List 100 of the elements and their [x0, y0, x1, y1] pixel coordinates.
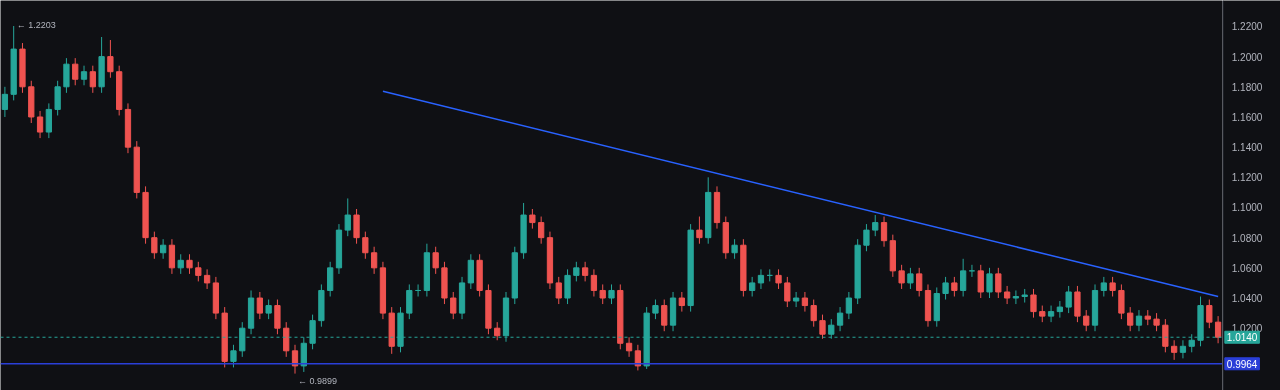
candlestick [1083, 309, 1090, 332]
candlestick [1118, 283, 1125, 320]
candlestick [1214, 315, 1222, 344]
y-tick-label: 1.1400 [1231, 142, 1263, 154]
candlestick [573, 261, 580, 282]
candlestick [63, 57, 70, 94]
candlestick [467, 253, 474, 290]
candlestick [757, 268, 765, 290]
y-tick-label: 1.2000 [1231, 51, 1263, 63]
annotation: ← 0.9899 [298, 375, 338, 386]
y-tick-label: 1.0400 [1231, 293, 1263, 305]
candlestick [986, 267, 993, 299]
candlestick [1162, 318, 1169, 353]
candlestick [1100, 276, 1107, 298]
y-tick-label: 1.0600 [1231, 262, 1263, 274]
candlestick [977, 264, 984, 299]
candlestick [599, 283, 606, 305]
candlestick [160, 238, 167, 260]
candlestick [590, 268, 598, 298]
candlestick [1030, 288, 1037, 319]
candlestick [177, 253, 184, 275]
candlestick [1003, 285, 1011, 305]
candlestick [1056, 300, 1063, 319]
candlestick [186, 253, 193, 275]
candlestick [608, 283, 615, 305]
candlestick [36, 110, 44, 139]
candlestick [581, 261, 589, 282]
candlestick [450, 291, 457, 320]
candlestick [731, 238, 738, 260]
candlestick [1171, 339, 1178, 361]
candlestick [1, 86, 9, 118]
candlestick [45, 102, 52, 139]
y-tick-label: 1.1000 [1231, 202, 1263, 214]
candlestick [89, 65, 96, 94]
candlestick [625, 336, 633, 358]
candlestick [1012, 289, 1020, 305]
candlestick [203, 268, 211, 290]
candlestick [661, 299, 668, 332]
candlestick [371, 246, 378, 275]
candlestick [1065, 285, 1072, 314]
candlestick [151, 231, 158, 260]
candlestick [274, 299, 281, 335]
candlestick [1179, 339, 1187, 359]
candlestick [291, 344, 299, 375]
candlestick [836, 306, 844, 332]
candlestick [256, 291, 263, 320]
candlestick [72, 57, 79, 86]
candlestick [880, 216, 888, 248]
candlestick [230, 344, 237, 368]
y-tick-label: 1.1200 [1231, 172, 1263, 184]
candlestick [916, 267, 923, 298]
candlestick [951, 276, 958, 298]
candlestick [819, 314, 826, 340]
candlestick [1127, 306, 1134, 332]
candlestick [1153, 312, 1160, 332]
ref-line-label: 1.0140 [1226, 332, 1258, 344]
candlestick [54, 80, 61, 116]
candlestick [995, 267, 1002, 299]
candlestick [749, 276, 756, 298]
candlestick [1047, 305, 1055, 323]
candlestick [863, 223, 870, 252]
candlestick [80, 65, 88, 86]
candlestick [634, 344, 642, 371]
y-tick-label: 1.0800 [1231, 232, 1263, 244]
annotation: ← 1.2203 [16, 20, 56, 30]
candlestick [494, 321, 501, 341]
candlestick [362, 231, 369, 260]
candlestick [801, 291, 809, 313]
candlestick [432, 246, 439, 275]
candlestick [107, 39, 114, 79]
candlestick [696, 216, 703, 245]
candlestick [845, 291, 852, 320]
candlestick [344, 197, 351, 237]
candlestick [265, 299, 272, 320]
candlestick [195, 261, 202, 282]
candlestick [529, 208, 536, 230]
candlestick [960, 258, 967, 298]
candlestick [538, 216, 545, 245]
candlestick [327, 261, 334, 298]
y-tick-label: 1.1800 [1231, 81, 1263, 93]
candlestick [1135, 309, 1143, 332]
candlestick [283, 321, 290, 358]
y-tick-label: 1.1600 [1231, 111, 1263, 123]
candlestick [353, 208, 360, 245]
candlestick [775, 268, 782, 290]
candlestick [898, 264, 905, 290]
candlestick [652, 299, 659, 320]
candlestick [968, 264, 976, 278]
candlestick [810, 299, 817, 328]
candlestick [1206, 299, 1213, 329]
candlestick [168, 238, 176, 275]
candlestick [678, 291, 685, 313]
candlestick [872, 214, 879, 237]
candlestick [784, 276, 791, 308]
candlestick [564, 268, 571, 305]
candlestick [555, 276, 562, 305]
candlestick [907, 267, 914, 290]
candlestick [792, 291, 800, 308]
candlestick [1109, 276, 1116, 298]
y-tick-label: 1.2200 [1231, 21, 1263, 33]
